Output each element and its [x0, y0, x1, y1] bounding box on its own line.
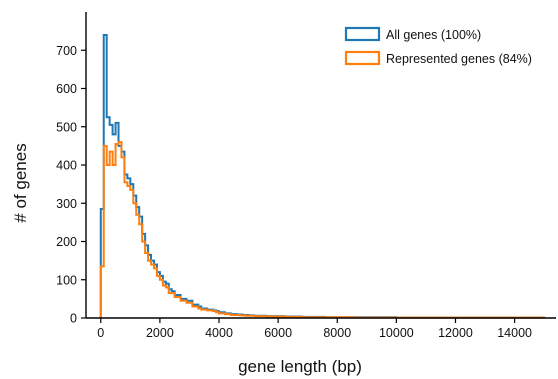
x-tick-label: 10000: [379, 326, 414, 340]
y-tick-label: 600: [56, 82, 77, 96]
y-tick-label: 200: [56, 235, 77, 249]
y-tick-label: 700: [56, 44, 77, 58]
y-axis-title: # of genes: [11, 143, 30, 222]
legend-swatch-represented-genes: [344, 50, 381, 66]
legend: All genes (100%) Represented genes (84%): [344, 26, 532, 66]
y-tick-label: 400: [56, 159, 77, 173]
x-tick-label: 6000: [264, 326, 292, 340]
legend-label-represented-genes: Represented genes (84%): [386, 52, 532, 66]
series-step-all-genes: [99, 33, 546, 319]
x-axis-title: gene length (bp): [238, 357, 362, 376]
plot-area: [99, 33, 546, 319]
x-tick-label: 8000: [323, 326, 351, 340]
x-tick-label: 0: [97, 326, 104, 340]
x-tick-label: 14000: [497, 326, 532, 340]
y-tick-label: 100: [56, 273, 77, 287]
series-step-represented-genes: [99, 141, 546, 319]
legend-label-all-genes: All genes (100%): [386, 28, 481, 42]
x-tick-label: 12000: [438, 326, 473, 340]
x-axis: 0 2000 4000 6000 8000 10000 12000 14000: [86, 317, 556, 340]
y-tick-label: 300: [56, 197, 77, 211]
y-axis: 0 100 200 300 400 500 600 700: [56, 12, 87, 326]
legend-swatch-all-genes: [344, 26, 381, 42]
y-tick-label: 500: [56, 120, 77, 134]
x-tick-label: 2000: [146, 326, 174, 340]
y-tick-label: 0: [70, 312, 77, 326]
x-tick-label: 4000: [205, 326, 233, 340]
